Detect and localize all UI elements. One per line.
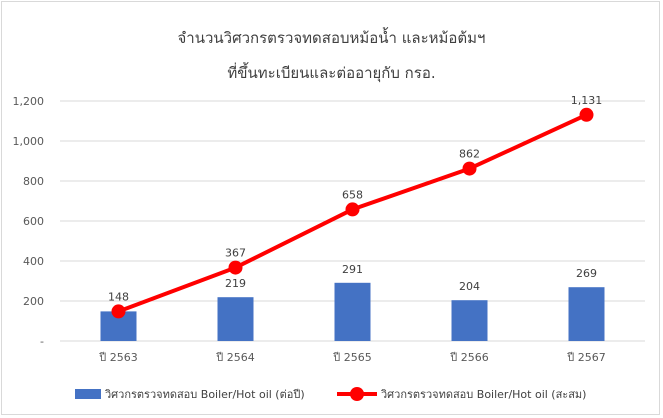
legend-item-bar: วิศวกรตรวจทดสอบ Boiler/Hot oil (ต่อปี) [75, 385, 305, 403]
line-point [462, 161, 477, 176]
legend-line-swatch [337, 387, 377, 401]
legend-bar-swatch [75, 389, 101, 399]
line-data-label: 862 [459, 148, 480, 161]
bar [451, 300, 488, 341]
x-tick-label: ปี 2566 [449, 351, 489, 364]
bar-data-label: 219 [225, 277, 246, 290]
y-tick-label: 200 [23, 295, 44, 308]
legend-bar-label: วิศวกรตรวจทดสอบ Boiler/Hot oil (ต่อปี) [105, 388, 305, 401]
bar [568, 287, 605, 341]
x-tick-label: ปี 2565 [332, 351, 372, 364]
y-tick-label: 400 [23, 255, 44, 268]
line-data-label: 658 [342, 188, 363, 201]
y-tick-label: 1,200 [13, 95, 45, 108]
bar [334, 282, 371, 341]
bar-data-label: 204 [459, 280, 480, 293]
x-tick-label: ปี 2563 [98, 351, 138, 364]
line-data-label: 148 [108, 290, 129, 303]
legend-item-line: วิศวกรตรวจทดสอบ Boiler/Hot oil (สะสม) [337, 385, 586, 403]
x-tick-label: ปี 2564 [215, 351, 255, 364]
chart-title: จำนวนวิศวกรตรวจทดสอบหม้อน้ำ และหม้อต้มฯ [177, 29, 486, 47]
chart-subtitle: ที่ขึ้นทะเบียนและต่ออายุกับ กรอ. [227, 64, 436, 82]
line-data-label: 367 [225, 247, 246, 260]
line-point [579, 107, 594, 122]
bar-data-label: 269 [576, 267, 597, 280]
y-tick-label: 800 [23, 175, 44, 188]
bar-data-label: 291 [342, 263, 363, 276]
bar [217, 297, 254, 341]
line-point [228, 260, 243, 275]
y-tick-label: 1,000 [13, 135, 45, 148]
line-point [111, 304, 126, 319]
y-tick-label: - [40, 335, 44, 348]
line-point [345, 202, 360, 217]
y-tick-label: 600 [23, 215, 44, 228]
legend-line-label: วิศวกรตรวจทดสอบ Boiler/Hot oil (สะสม) [381, 388, 587, 401]
line-data-label: 1,131 [571, 94, 603, 107]
x-tick-label: ปี 2567 [566, 351, 606, 364]
